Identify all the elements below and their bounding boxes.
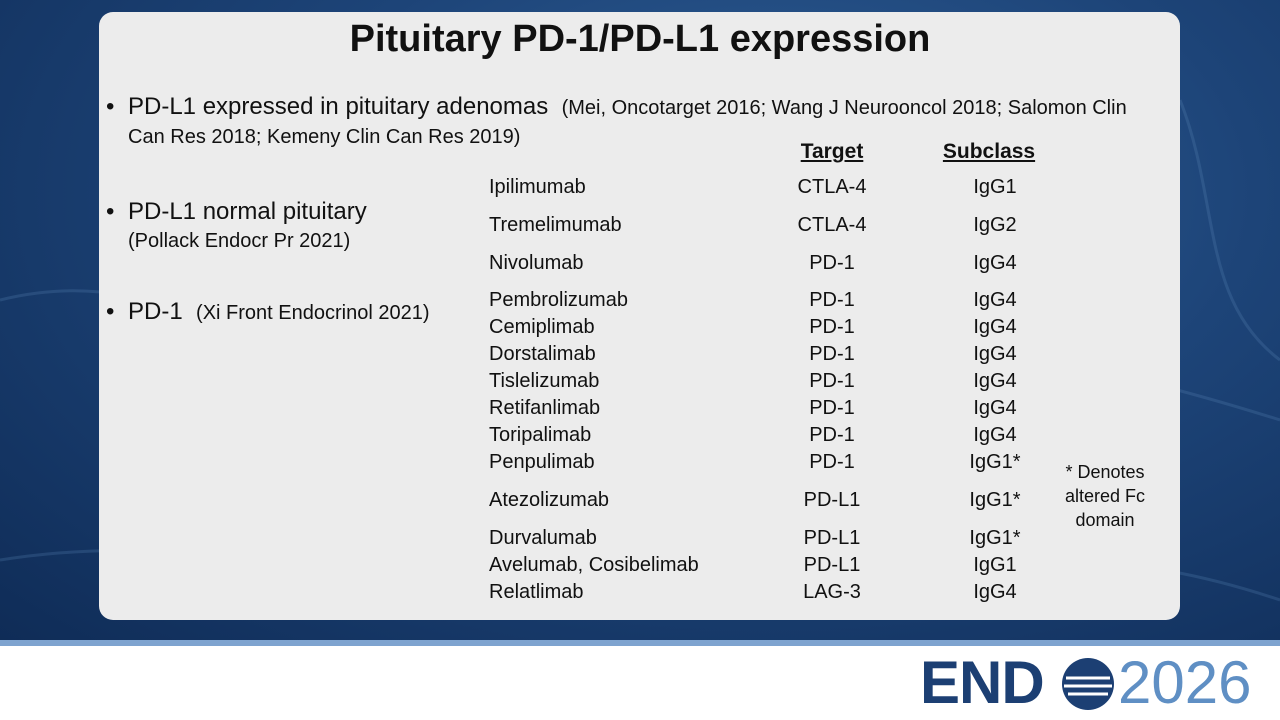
drug-name: Atezolizumab (489, 489, 610, 511)
subclass: IgG1* (969, 489, 1021, 511)
subclass: IgG1* (969, 527, 1021, 549)
subclass: IgG2 (973, 214, 1017, 236)
target: PD-1 (809, 289, 855, 311)
subclass: IgG4 (973, 343, 1017, 365)
target: PD-L1 (803, 489, 861, 511)
target: PD-1 (809, 370, 855, 392)
subclass: IgG1* (969, 451, 1021, 473)
subclass: IgG1 (973, 554, 1017, 576)
logo-text: END (920, 649, 1045, 716)
bullet-citation: (Xi Front Endocrinol 2021) (196, 302, 430, 324)
target: PD-1 (809, 451, 855, 473)
target: PD-1 (809, 424, 855, 446)
drug-name: Tislelizumab (489, 370, 600, 392)
drug-name: Avelumab, Cosibelimab (489, 554, 699, 576)
subclass: IgG4 (973, 397, 1017, 419)
bullet-text: PD-1 (128, 298, 183, 325)
logo-globe (1062, 658, 1114, 710)
subclass: IgG1 (973, 176, 1017, 198)
subclass: IgG4 (973, 252, 1017, 274)
subclass: IgG4 (973, 370, 1017, 392)
subclass: IgG4 (973, 581, 1017, 603)
content-card (99, 12, 1180, 620)
target: PD-1 (809, 252, 855, 274)
drug-name: Nivolumab (489, 252, 584, 274)
bullet-text: PD-L1 normal pituitary (128, 198, 367, 225)
slide-title: Pituitary PD-1/PD-L1 expression (349, 18, 931, 60)
drug-name: Durvalumab (489, 527, 597, 549)
drug-name: Toripalimab (489, 424, 592, 446)
drug-name: Ipilimumab (489, 176, 586, 198)
bullet-text: PD-L1 expressed in pituitary adenomas (128, 93, 549, 120)
drug-name: Relatlimab (489, 581, 584, 603)
target: PD-L1 (803, 527, 861, 549)
target: PD-L1 (803, 554, 861, 576)
footnote: * Denotes altered Fc domain (1064, 462, 1146, 530)
table-header: Target (800, 140, 864, 163)
target: LAG-3 (803, 581, 861, 603)
target: CTLA-4 (797, 176, 867, 198)
drug-name: Pembrolizumab (489, 289, 628, 311)
drug-name: Cemiplimab (489, 316, 595, 338)
subclass: IgG4 (973, 316, 1017, 338)
drug-name: Tremelimumab (489, 214, 622, 236)
target: PD-1 (809, 343, 855, 365)
drug-name: Dorstalimab (489, 343, 596, 365)
target: PD-1 (809, 316, 855, 338)
subclass: IgG4 (973, 289, 1017, 311)
bullet-citation: (Pollack Endocr Pr 2021) (128, 230, 351, 252)
table-header: Subclass (942, 140, 1036, 163)
target: PD-1 (809, 397, 855, 419)
drug-name: Penpulimab (489, 451, 595, 473)
logo-text: 2026 (1118, 649, 1252, 716)
target: CTLA-4 (797, 214, 867, 236)
subclass: IgG4 (973, 424, 1017, 446)
bullet-citation: (Mei, Oncotarget 2016; Wang J Neurooncol… (128, 97, 1127, 148)
drug-name: Retifanlimab (489, 397, 601, 419)
